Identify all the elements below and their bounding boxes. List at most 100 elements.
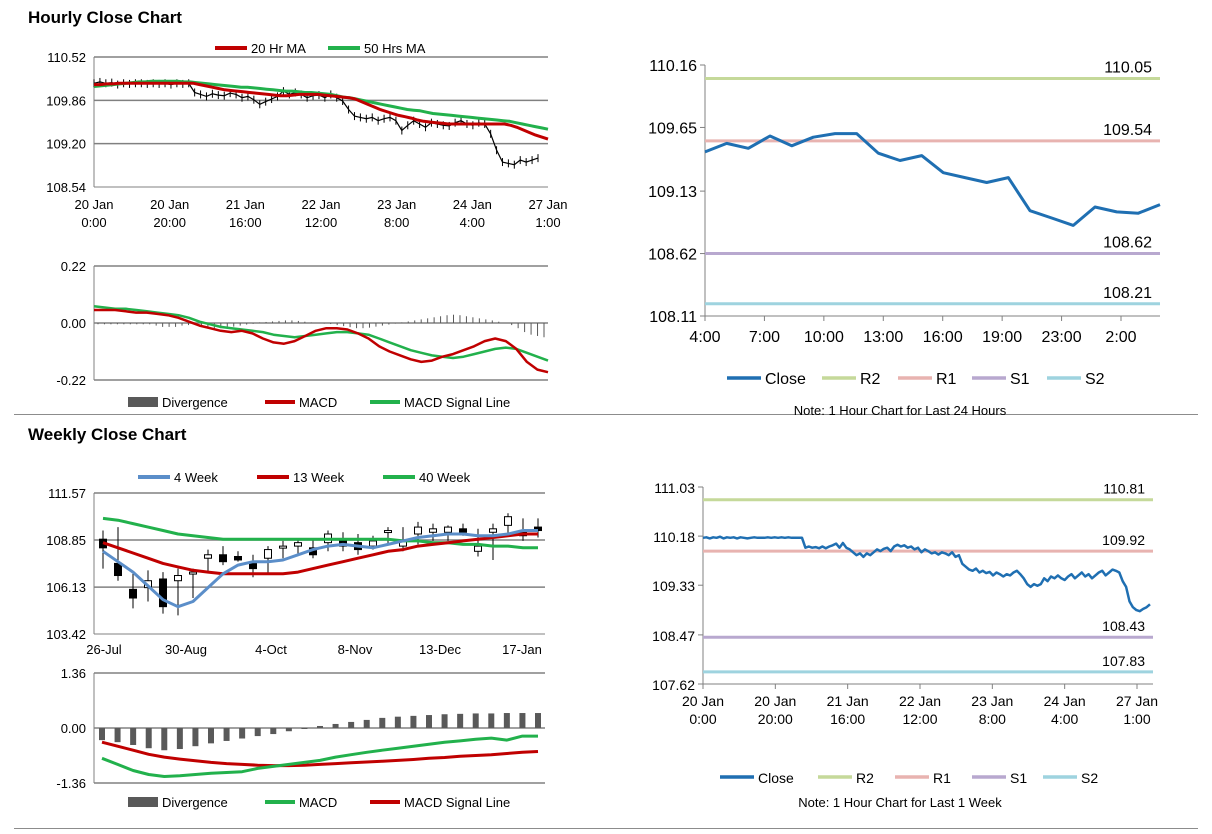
hourly-price-xtick-time: 20:00 bbox=[153, 215, 186, 230]
hourly-price-xtick-time: 0:00 bbox=[81, 215, 106, 230]
weekly-price-ytick: 103.42 bbox=[46, 627, 86, 642]
weekly-price-ytick: 111.57 bbox=[48, 486, 86, 501]
weekly-macd-signal-line bbox=[101, 740, 539, 768]
weekly-macd-divergence-bar bbox=[394, 716, 401, 728]
weekly1h-xtick-date: 23 Jan bbox=[971, 693, 1013, 709]
weekly1h-legend-s2-label: S2 bbox=[1081, 770, 1098, 786]
hourly-legend-ma20-label: 20 Hr MA bbox=[251, 41, 306, 56]
weekly-price-ytick: 108.85 bbox=[46, 533, 86, 548]
hourly-price-xtick-time: 4:00 bbox=[460, 215, 485, 230]
hourly24-ytick: 109.65 bbox=[648, 120, 697, 137]
hourly24-ytick: 109.13 bbox=[648, 184, 697, 201]
hourly-macd-legend-divergence-label: Divergence bbox=[162, 395, 228, 410]
weekly-macd-divergence-bar bbox=[208, 728, 214, 744]
weekly1h-xtick-time: 1:00 bbox=[1123, 711, 1150, 727]
weekly-legend-13wk-label: 13 Week bbox=[293, 470, 345, 485]
hourly-macd-ytick: 0.00 bbox=[61, 316, 86, 331]
hourly24-xtick: 2:00 bbox=[1105, 329, 1136, 346]
hourly24-xtick: 23:00 bbox=[1042, 329, 1082, 346]
weekly-macd-macd-line bbox=[101, 734, 538, 778]
weekly-macd-divergence-bar bbox=[410, 715, 417, 728]
weekly-macd-divergence-bar bbox=[488, 713, 495, 728]
weekly-candle-body bbox=[384, 530, 392, 534]
weekly-candle-body bbox=[429, 528, 437, 533]
weekly-candle-body bbox=[489, 528, 497, 533]
weekly-macd-divergence-bar bbox=[270, 728, 277, 735]
weekly-candle-body bbox=[414, 526, 422, 535]
weekly-candle-body bbox=[459, 528, 467, 533]
weekly1h-note: Note: 1 Hour Chart for Last 1 Week bbox=[798, 795, 1002, 810]
weekly-macd-divergence-bar bbox=[99, 728, 105, 741]
weekly-macd-divergence-bar bbox=[363, 719, 370, 728]
weekly1h-close-line bbox=[702, 535, 1151, 613]
weekly-candle-body bbox=[204, 554, 212, 559]
weekly-legend-4wk-label: 4 Week bbox=[174, 470, 218, 485]
hourly-price-xtick-time: 16:00 bbox=[229, 215, 262, 230]
weekly-macd-divergence-bar bbox=[114, 728, 121, 743]
hourly24-close-line bbox=[704, 132, 1161, 227]
weekly-candle-body bbox=[159, 578, 167, 608]
weekly-macd-divergence-bar bbox=[254, 728, 261, 737]
weekly1h-level-label-s1: 108.43 bbox=[1102, 618, 1145, 634]
weekly-macd-divergence-bar bbox=[192, 728, 199, 747]
hourly-price-xtick-date: 20 Jan bbox=[74, 197, 113, 212]
weekly1h-level-label-s2: 107.83 bbox=[1102, 653, 1145, 669]
hourly24-level-label-s2: 108.21 bbox=[1103, 285, 1152, 302]
hourly-price-ytick: 109.20 bbox=[46, 137, 86, 152]
weekly-candle-body bbox=[219, 554, 227, 563]
hourly24-legend-r2-label: R2 bbox=[860, 371, 881, 388]
weekly-macd-divergence-bar bbox=[301, 728, 308, 729]
weekly1h-legend-s1-label: S1 bbox=[1010, 770, 1027, 786]
weekly-macd-ytick: 1.36 bbox=[61, 666, 86, 681]
weekly-price-ytick: 106.13 bbox=[46, 580, 86, 595]
hourly-macd-ytick: 0.22 bbox=[61, 259, 86, 274]
weekly-price-xtick: 13-Dec bbox=[419, 642, 461, 657]
weekly-legend-40wk-label: 40 Week bbox=[419, 470, 471, 485]
weekly-macd-ytick: -1.36 bbox=[56, 776, 86, 791]
weekly1h-xtick-date: 27 Jan bbox=[1116, 693, 1158, 709]
hourly-price-xtick-time: 8:00 bbox=[384, 215, 409, 230]
hourly24-level-label-s1: 108.62 bbox=[1103, 235, 1152, 252]
hourly-price-xtick-date: 22 Jan bbox=[301, 197, 340, 212]
weekly-macd-divergence-bar bbox=[285, 728, 292, 732]
weekly-candle-body bbox=[369, 540, 377, 547]
hourly24-level-label-r2: 110.05 bbox=[1104, 59, 1152, 76]
weekly1h-ytick: 109.33 bbox=[652, 578, 695, 594]
weekly-macd-divergence-bar bbox=[332, 723, 339, 728]
weekly-price-4wk-line bbox=[102, 529, 538, 609]
hourly-price-xtick-time: 12:00 bbox=[305, 215, 338, 230]
weekly-macd-divergence-bar bbox=[503, 713, 510, 728]
weekly1h-ytick: 108.47 bbox=[652, 628, 695, 644]
weekly-section-title: Weekly Close Chart bbox=[28, 425, 187, 444]
weekly1h-level-label-r2: 110.81 bbox=[1103, 481, 1145, 497]
hourly-macd-signal-line bbox=[93, 304, 549, 362]
hourly24-legend-s2-label: S2 bbox=[1085, 371, 1105, 388]
weekly-candle-body bbox=[474, 545, 482, 552]
weekly1h-ytick: 110.18 bbox=[653, 529, 695, 545]
hourly-price-ytick: 110.52 bbox=[47, 50, 86, 65]
hourly-macd-legend-macd-label: MACD bbox=[299, 395, 337, 410]
weekly-macd-legend-divergence-swatch bbox=[128, 797, 158, 807]
hourly24-legend-close-label: Close bbox=[765, 371, 806, 388]
weekly-macd-divergence-bar bbox=[348, 721, 355, 728]
weekly-macd-legend-divergence-label: Divergence bbox=[162, 795, 228, 810]
hourly24-xtick: 4:00 bbox=[689, 329, 720, 346]
hourly-price-xtick-date: 24 Jan bbox=[453, 197, 492, 212]
weekly1h-xtick-date: 20 Jan bbox=[754, 693, 796, 709]
weekly1h-xtick-time: 0:00 bbox=[689, 711, 716, 727]
weekly-macd-divergence-bar bbox=[161, 728, 168, 751]
hourly-macd-macd-line bbox=[94, 308, 549, 374]
weekly1h-level-label-r1: 109.92 bbox=[1102, 532, 1145, 548]
hourly-macd-legend-divergence-swatch bbox=[128, 397, 158, 407]
weekly-candle-body bbox=[279, 545, 287, 549]
hourly-price-ma20-line bbox=[94, 81, 549, 141]
weekly-price-13wk-line bbox=[102, 532, 538, 576]
weekly-macd-divergence-bar bbox=[223, 728, 230, 741]
weekly1h-xtick-time: 16:00 bbox=[830, 711, 865, 727]
hourly-price-xtick-date: 20 Jan bbox=[150, 197, 189, 212]
weekly1h-ytick: 107.62 bbox=[652, 677, 695, 693]
weekly-candle-body bbox=[444, 526, 452, 533]
hourly24-xtick: 10:00 bbox=[804, 329, 844, 346]
weekly-candle-body bbox=[129, 588, 137, 599]
weekly-macd-legend-macd-label: MACD bbox=[299, 795, 337, 810]
